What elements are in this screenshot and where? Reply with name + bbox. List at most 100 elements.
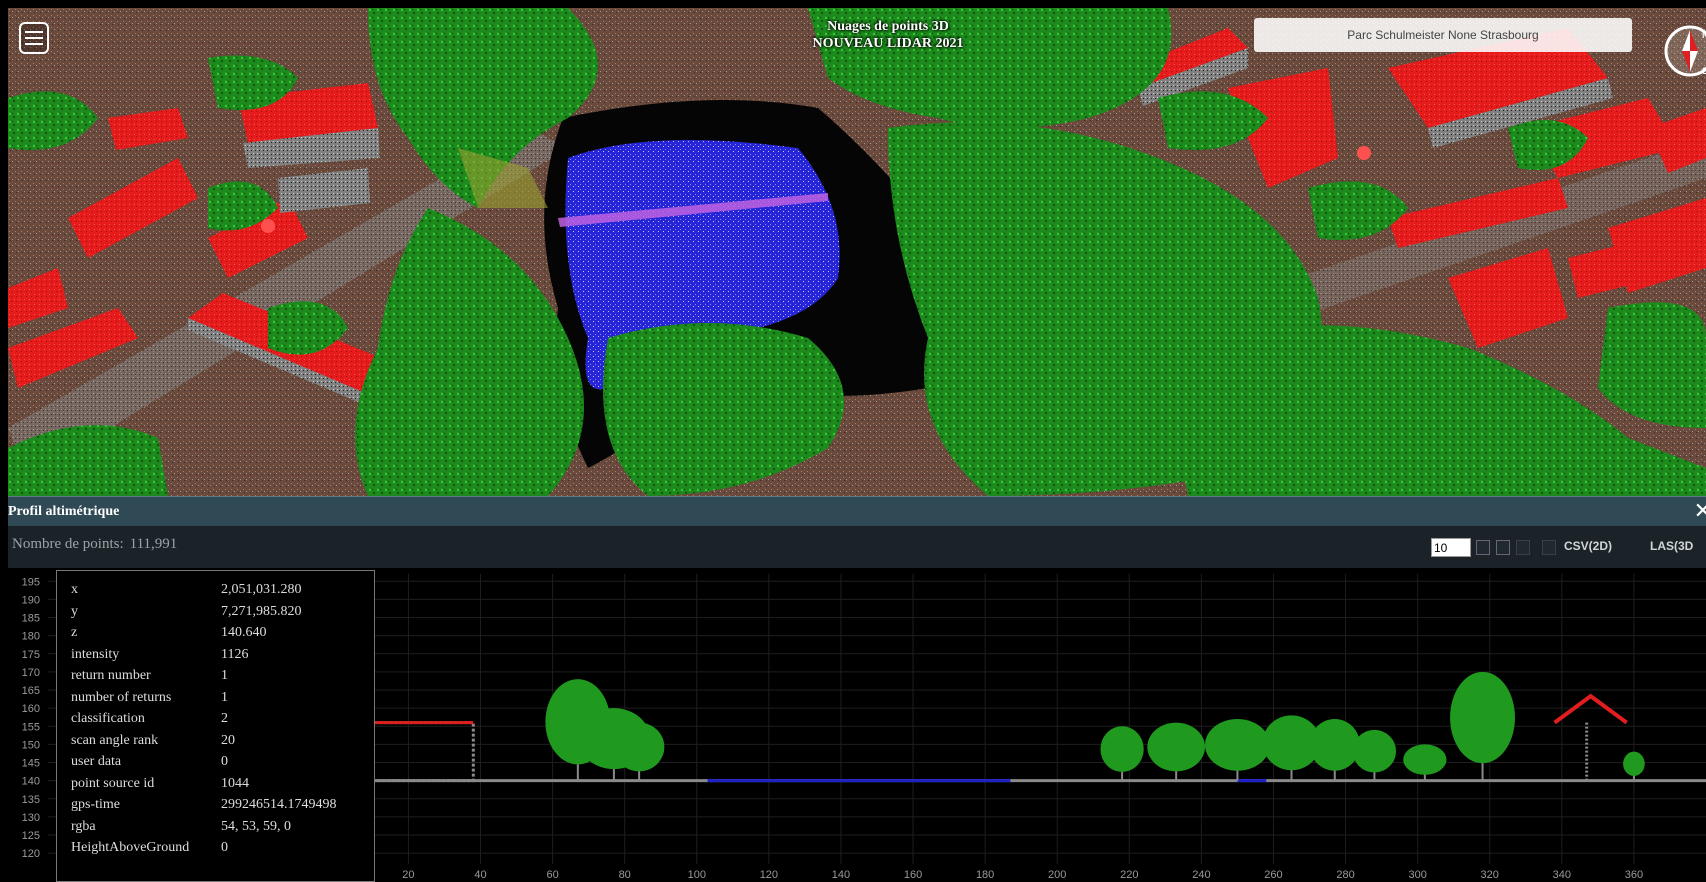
profile-panel: Profil altimétrique ✕ Nombre de points: 1… — [8, 496, 1706, 882]
option-checkbox-4[interactable] — [1542, 540, 1556, 555]
y-tick-label: 120 — [22, 848, 40, 860]
point-info-row: HeightAboveGround 0 — [71, 837, 371, 859]
point-info-value: 1044 — [221, 775, 249, 791]
y-tick-label: 145 — [22, 758, 40, 770]
tree-canopy — [613, 722, 665, 772]
tree-canopy — [1450, 671, 1515, 764]
point-info-value: 0 — [221, 840, 228, 855]
tree-canopy — [1262, 715, 1321, 771]
x-tick-label: 80 — [619, 869, 631, 881]
export-las-button[interactable]: LAS(3D — [1650, 539, 1694, 553]
point-info-key: HeightAboveGround — [71, 840, 190, 855]
x-tick-label: 340 — [1553, 869, 1571, 881]
point-info-row: gps-time 299246514.1749498 — [71, 794, 371, 816]
point-info-row: z 140.640 — [71, 622, 371, 644]
compass-icon[interactable]: N S — [1660, 20, 1706, 82]
lidar-scene-canvas[interactable] — [8, 8, 1706, 496]
x-tick-label: 120 — [760, 869, 778, 881]
point-cloud-viewer[interactable]: Nuages de points 3D NOUVEAU LIDAR 2021 P… — [8, 8, 1706, 496]
tree-canopy — [1100, 726, 1144, 772]
location-text: Parc Schulmeister None Strasbourg — [1347, 28, 1539, 42]
x-tick-label: 220 — [1120, 869, 1138, 881]
point-info-key: x — [71, 582, 78, 597]
close-icon[interactable]: ✕ — [1693, 499, 1706, 524]
building-outline — [352, 721, 475, 783]
tree-canopy — [1204, 719, 1270, 771]
point-info-value: 1 — [221, 668, 228, 683]
point-info-row: point source id 1044 — [71, 773, 371, 795]
point-info-row: x 2,051,031.280 — [71, 579, 371, 601]
option-checkbox-2[interactable] — [1496, 540, 1510, 555]
x-tick-label: 200 — [1048, 869, 1066, 881]
point-info-value: 54, 53, 59, 0 — [221, 818, 291, 834]
point-info-value: 0 — [221, 754, 228, 769]
x-tick-label: 260 — [1264, 869, 1282, 881]
viewer-title-line1: Nuages de points 3D — [827, 19, 949, 34]
y-tick-label: 190 — [22, 594, 40, 606]
point-info-row: number of returns 1 — [71, 687, 371, 709]
point-info-row: classification 2 — [71, 708, 371, 730]
x-tick-label: 360 — [1625, 869, 1643, 881]
tree-canopy — [1352, 729, 1397, 773]
y-tick-label: 135 — [22, 794, 40, 806]
hamburger-icon-line — [25, 37, 43, 39]
point-info-key: number of returns — [71, 689, 172, 705]
point-info-key: point source id — [71, 775, 155, 791]
point-info-key: user data — [71, 754, 122, 769]
compass-south-label: S — [1702, 66, 1706, 76]
y-tick-label: 150 — [22, 739, 40, 751]
menu-button[interactable] — [19, 22, 49, 54]
x-tick-label: 140 — [832, 869, 850, 881]
hamburger-icon-line — [25, 31, 43, 33]
point-info-row: scan angle rank 20 — [71, 730, 371, 752]
profile-toolbar: Nombre de points: 111,991 CSV(2D) LAS(3D — [8, 526, 1706, 568]
point-info-value: 20 — [221, 732, 235, 748]
tree-canopy — [1147, 722, 1205, 772]
option-checkbox-1[interactable] — [1476, 540, 1490, 555]
point-info-row: intensity 1126 — [71, 644, 371, 666]
y-tick-label: 125 — [22, 830, 40, 842]
point-info-value: 2 — [221, 711, 228, 726]
hamburger-icon-line — [25, 43, 43, 45]
point-info-key: return number — [71, 668, 151, 683]
x-tick-label: 60 — [546, 869, 558, 881]
point-info-row: return number 1 — [71, 665, 371, 687]
x-tick-label: 300 — [1408, 869, 1426, 881]
points-count-label: Nombre de points: — [12, 536, 124, 552]
option-checkbox-3[interactable] — [1516, 540, 1530, 555]
profile-chart[interactable]: 1201251301351401451501551601651701751801… — [8, 568, 1706, 882]
point-info-row: y 7,271,985.820 — [71, 601, 371, 623]
point-info-key: y — [71, 603, 78, 619]
profile-header[interactable]: Profil altimétrique ✕ — [8, 496, 1706, 526]
point-info-value: 1 — [221, 689, 228, 705]
x-tick-label: 20 — [402, 869, 414, 881]
point-info-value: 2,051,031.280 — [221, 582, 302, 597]
tree-canopy — [1403, 744, 1447, 775]
y-tick-label: 130 — [22, 812, 40, 824]
x-tick-label: 40 — [474, 869, 486, 881]
point-info-key: intensity — [71, 646, 120, 662]
tree-canopy — [1309, 719, 1360, 771]
points-count-value: 111,991 — [129, 536, 178, 552]
viewer-title: Nuages de points 3D NOUVEAU LIDAR 2021 — [748, 18, 1028, 52]
point-info-key: z — [71, 625, 78, 640]
points-count: Nombre de points: 111,991 — [12, 536, 177, 553]
point-info-popup: x 2,051,031.280 y 7,271,985.820 z 140.640 inte… — [56, 570, 375, 882]
location-search-box[interactable]: Parc Schulmeister None Strasbourg — [1254, 18, 1632, 52]
export-csv-button[interactable]: CSV(2D) — [1564, 539, 1613, 553]
x-tick-label: 180 — [976, 869, 994, 881]
tree-canopy — [1623, 751, 1645, 776]
viewer-title-line2: NOUVEAU LIDAR 2021 — [812, 36, 964, 51]
y-tick-label: 170 — [22, 667, 40, 679]
y-tick-label: 155 — [22, 721, 40, 733]
compass-north-label: N — [1702, 30, 1706, 40]
x-tick-label: 240 — [1192, 869, 1210, 881]
point-thinning-input[interactable] — [1431, 538, 1471, 557]
point-info-key: scan angle rank — [71, 732, 159, 748]
profile-title: Profil altimétrique — [8, 504, 120, 519]
x-tick-label: 100 — [688, 869, 706, 881]
point-info-row: rgba 54, 53, 59, 0 — [71, 816, 371, 838]
point-info-value: 1126 — [221, 646, 249, 662]
y-tick-label: 160 — [22, 703, 40, 715]
x-tick-label: 160 — [904, 869, 922, 881]
